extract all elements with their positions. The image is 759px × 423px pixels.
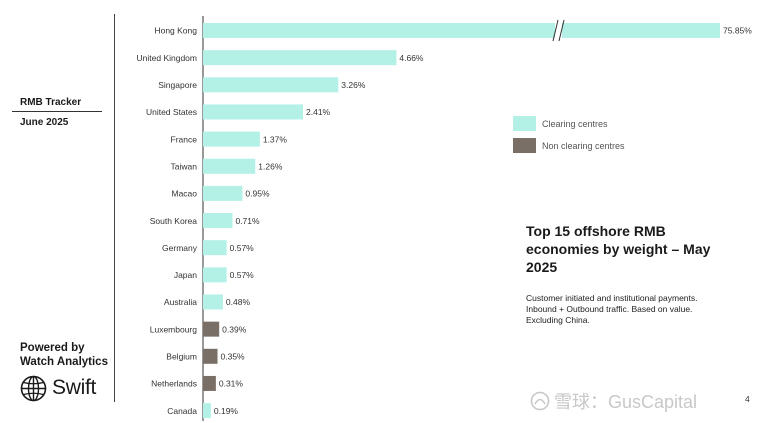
bar-france (203, 131, 260, 147)
value-label-south-korea: 0.71% (235, 216, 260, 226)
bar-south-korea (203, 213, 233, 229)
bar-luxembourg (203, 321, 220, 337)
value-label-singapore: 3.26% (341, 80, 366, 90)
bar-japan (203, 267, 227, 283)
bar-canada (203, 403, 211, 419)
category-label-luxembourg: Luxembourg (150, 324, 198, 334)
value-label-luxembourg: 0.39% (222, 324, 247, 334)
chart-headline: Top 15 offshore RMB economies by weight … (526, 223, 711, 275)
value-label-japan: 0.57% (230, 270, 255, 280)
sidebar-divider (114, 14, 115, 402)
legend-label-clearing: Clearing centres (542, 118, 608, 129)
value-label-taiwan: 1.26% (258, 161, 283, 171)
tracker-rule (12, 111, 102, 112)
value-label-canada: 0.19% (214, 406, 239, 416)
bar-macao (203, 185, 243, 201)
category-label-taiwan: Taiwan (171, 161, 198, 171)
legend-item-clearing: Clearing centres (513, 116, 608, 131)
tracker-date: June 2025 (20, 117, 69, 128)
bar-united-states (203, 104, 304, 120)
category-label-united-states: United States (146, 107, 197, 117)
bar-taiwan (203, 158, 256, 174)
powered-by-text: Powered by Watch Analytics (20, 342, 108, 368)
legend-swatch-clearing (513, 116, 536, 131)
bar-united-kingdom (203, 50, 397, 66)
chart-note: Customer initiated and institutional pay… (526, 293, 698, 325)
category-label-japan: Japan (174, 270, 197, 280)
legend-label-non-clearing: Non clearing centres (542, 140, 625, 151)
bar-singapore (203, 77, 339, 93)
tracker-title: RMB Tracker (20, 97, 82, 108)
value-label-germany: 0.57% (230, 243, 255, 253)
watermark-text: 雪球：GusCapital (554, 392, 698, 412)
value-label-netherlands: 0.31% (219, 379, 244, 389)
bar-australia (203, 294, 223, 310)
value-label-hong-kong: 75.85% (723, 26, 752, 36)
snowball-icon (530, 391, 550, 411)
bar-belgium (203, 348, 218, 364)
axis-break-mark-left (552, 19, 559, 42)
bar-germany (203, 240, 227, 256)
category-label-germany: Germany (162, 243, 198, 253)
bar-netherlands (203, 375, 216, 391)
brand-name: Swift (52, 376, 97, 399)
value-label-united-states: 2.41% (306, 107, 331, 117)
category-label-belgium: Belgium (166, 352, 197, 362)
swift-logo: Swift (20, 374, 96, 402)
category-label-macao: Macao (171, 189, 197, 199)
category-label-netherlands: Netherlands (151, 379, 197, 389)
bar-hong-kong (203, 23, 720, 38)
axis-break-mark-right (558, 19, 565, 42)
page-number: 4 (745, 394, 750, 404)
category-label-south-korea: South Korea (150, 216, 198, 226)
category-label-singapore: Singapore (158, 80, 197, 90)
legend-item-non-clearing: Non clearing centres (513, 138, 625, 153)
globe-icon (20, 375, 47, 401)
category-label-canada: Canada (167, 406, 197, 416)
value-label-australia: 0.48% (226, 297, 251, 307)
watermark: 雪球：GusCapital (530, 388, 697, 414)
category-label-australia: Australia (164, 297, 197, 307)
value-label-united-kingdom: 4.66% (399, 53, 424, 63)
bars-group: Hong Kong 75.85% United Kingdom 4.66% Singap… (137, 19, 752, 419)
legend-swatch-non-clearing (513, 138, 536, 153)
value-label-france: 1.37% (263, 134, 288, 144)
axis-break-gap (555, 20, 562, 41)
category-label-united-kingdom: United Kingdom (137, 53, 197, 63)
category-label-hong-kong: Hong Kong (154, 26, 197, 36)
category-label-france: France (171, 134, 198, 144)
value-label-macao: 0.95% (245, 189, 270, 199)
value-label-belgium: 0.35% (221, 352, 246, 362)
